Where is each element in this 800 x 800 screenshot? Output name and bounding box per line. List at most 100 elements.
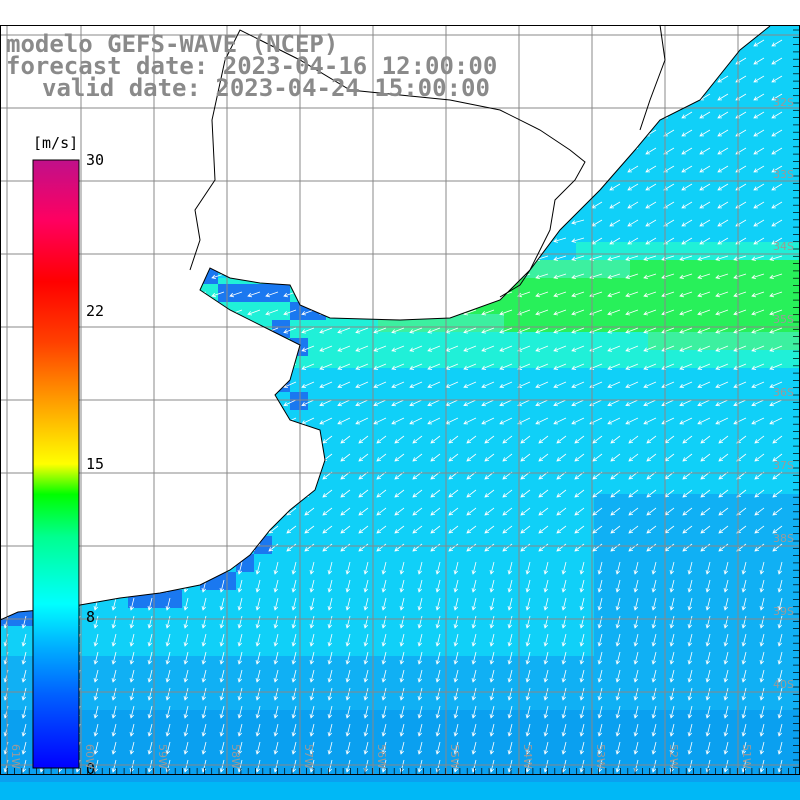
wind-arrow [445,129,459,134]
wind-cell [666,80,684,98]
wind-cell [540,170,558,188]
wind-cell [756,170,774,188]
wind-arrow [489,669,495,683]
wind-arrow [301,345,315,352]
wind-arrow [607,327,621,334]
wind-cell [342,368,360,386]
wind-cell [378,404,396,422]
wind-arrow [175,381,189,389]
wind-cell [558,152,576,170]
wind-cell [306,152,324,170]
wind-arrow [625,417,639,425]
wind-cell [180,386,198,404]
wind-cell [756,296,774,314]
wind-arrow [219,561,225,575]
wind-arrow [147,687,153,701]
wind-cell [630,260,648,278]
wind-cell [270,476,288,494]
wind-cell [756,548,774,566]
wind-arrow [247,399,261,407]
wind-arrow [597,633,603,647]
wind-cell [90,404,108,422]
wind-arrow [481,399,495,407]
wind-arrow [751,417,765,425]
wind-cell [0,440,18,458]
wind-arrow [571,237,585,243]
wind-cell [162,422,180,440]
wind-cell [792,638,800,656]
wind-cell [378,314,396,332]
wind-cell [702,638,720,656]
wind-arrow [484,453,495,462]
wind-arrow [517,255,531,261]
wind-cell [288,134,306,152]
wind-arrow [265,201,279,207]
wind-arrow [507,561,513,575]
wind-cell [414,134,432,152]
wind-arrow [16,453,27,462]
wind-arrow [196,489,207,498]
wind-cell [0,674,18,692]
wind-arrow [255,651,261,665]
wind-arrow [337,111,351,116]
wind-cell [468,638,486,656]
wind-cell [666,548,684,566]
wind-arrow [237,633,243,647]
wind-cell [450,134,468,152]
wind-arrow [669,561,675,575]
wind-arrow [103,381,117,389]
wind-arrow [681,147,693,155]
wind-arrow [687,579,693,593]
wind-arrow [13,147,27,152]
wind-cell [288,152,306,170]
wind-arrow [463,129,477,134]
wind-cell [180,548,198,566]
wind-arrow [435,669,441,683]
wind-cell [414,656,432,674]
wind-arrow [13,111,27,116]
wind-cell [90,332,108,350]
wind-arrow [178,435,189,444]
wind-arrow [358,543,369,552]
wind-arrow [543,561,549,575]
wind-cell [216,692,234,710]
wind-arrow [579,561,585,575]
wind-arrow [21,561,27,575]
wind-cell [648,98,666,116]
wind-arrow [196,525,207,534]
wind-cell [324,764,342,782]
wind-arrow [121,345,135,352]
wind-arrow [255,687,261,701]
wind-arrow [645,57,657,65]
wind-arrow [741,687,747,701]
wind-arrow [769,255,783,261]
wind-arrow [597,651,603,665]
wind-cell [756,494,774,512]
wind-cell [108,530,126,548]
wind-cell [324,638,342,656]
wind-arrow [291,687,297,701]
wind-cell [450,476,468,494]
wind-arrow [165,579,171,593]
wind-arrow [265,255,279,261]
wind-cell [306,440,324,458]
wind-cell [594,224,612,242]
wind-cell [720,134,738,152]
wind-cell [198,368,216,386]
wind-cell [90,188,108,206]
wind-arrow [445,147,459,152]
wind-arrow [247,165,261,171]
wind-arrow [697,291,711,298]
wind-arrow [507,741,513,755]
wind-cell [306,548,324,566]
wind-arrow [517,345,531,352]
wind-arrow [481,111,495,116]
wind-cell [558,224,576,242]
wind-arrow [232,543,243,552]
wind-cell [792,728,800,746]
wind-cell [198,224,216,242]
wind-cell [774,224,792,242]
wind-arrow [705,705,711,719]
wind-arrow [327,723,333,737]
wind-arrow [481,273,495,280]
